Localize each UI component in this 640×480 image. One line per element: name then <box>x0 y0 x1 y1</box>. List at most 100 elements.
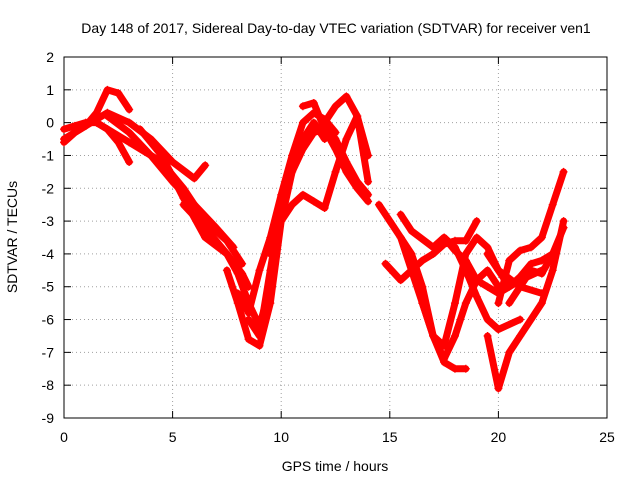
data-point <box>342 167 351 176</box>
x-tick-label: 25 <box>599 429 615 445</box>
data-point <box>548 249 557 258</box>
data-point <box>396 210 405 219</box>
data-point <box>483 282 492 291</box>
data-point <box>222 266 231 275</box>
data-point <box>233 269 242 278</box>
data-point <box>364 151 373 160</box>
data-point <box>559 223 568 232</box>
data-point <box>60 135 68 144</box>
data-point <box>136 125 145 134</box>
data-point <box>331 144 340 153</box>
data-point <box>440 341 449 350</box>
data-point <box>114 89 123 98</box>
y-tick-label: -5 <box>42 279 55 295</box>
data-point <box>526 243 535 252</box>
x-tick-label: 10 <box>273 429 289 445</box>
data-series <box>298 98 373 206</box>
y-tick-label: -4 <box>42 246 55 262</box>
data-point <box>157 151 166 160</box>
y-tick-label: 0 <box>46 115 54 131</box>
data-point <box>364 197 373 206</box>
data-point <box>505 256 514 265</box>
data-point <box>190 174 199 183</box>
data-point <box>559 167 568 176</box>
data-point <box>92 118 101 127</box>
data-point <box>450 299 459 308</box>
data-point <box>277 217 286 226</box>
data-point <box>222 249 231 258</box>
data-point <box>526 315 535 324</box>
data-point <box>266 249 275 258</box>
data-point <box>125 138 134 147</box>
data-point <box>298 144 307 153</box>
y-tick-label: 2 <box>46 49 54 65</box>
data-point <box>331 167 340 176</box>
data-point <box>238 259 247 268</box>
data-point <box>288 151 297 160</box>
y-tick-label: 1 <box>46 82 54 98</box>
data-series <box>244 125 373 340</box>
y-tick-label: -2 <box>42 180 55 196</box>
x-axis-label: GPS time / hours <box>282 458 389 474</box>
data-point <box>472 292 481 301</box>
data-point <box>461 236 470 245</box>
data-point <box>396 233 405 242</box>
data-point <box>353 112 362 121</box>
data-point <box>418 256 427 265</box>
data-point <box>81 121 90 130</box>
data-series <box>494 167 568 308</box>
data-point <box>396 276 405 285</box>
series-trace <box>418 234 546 350</box>
y-tick-label: -8 <box>42 377 55 393</box>
data-point <box>385 217 394 226</box>
data-point <box>331 102 340 111</box>
data-point <box>461 256 470 265</box>
data-point <box>309 128 318 137</box>
plot-frame <box>63 56 608 419</box>
data-point <box>125 158 134 167</box>
data-point <box>288 200 297 209</box>
data-point <box>494 325 503 334</box>
data-series <box>320 92 373 160</box>
data-point <box>505 348 514 357</box>
data-point <box>537 233 546 242</box>
chart-title: Day 148 of 2017, Sidereal Day-to-day VTE… <box>81 20 591 36</box>
data-point <box>483 315 492 324</box>
data-point <box>60 125 68 134</box>
series-trace <box>245 125 372 340</box>
data-point <box>440 233 449 242</box>
data-point <box>516 315 525 324</box>
y-tick-label: -7 <box>42 344 55 360</box>
data-point <box>244 308 253 317</box>
data-point <box>450 331 459 340</box>
data-point <box>309 98 318 107</box>
data-point <box>298 190 307 199</box>
y-tick-label: -6 <box>42 312 55 328</box>
data-point <box>483 331 492 340</box>
data-point <box>255 331 264 340</box>
data-point <box>494 299 503 308</box>
series-trace <box>484 217 568 392</box>
data-point <box>505 299 514 308</box>
y-tick-label: -3 <box>42 213 55 229</box>
data-point <box>450 246 459 255</box>
data-point <box>407 226 416 235</box>
data-point <box>526 266 535 275</box>
data-point <box>450 364 459 373</box>
data-point <box>342 92 351 101</box>
data-series <box>266 112 373 258</box>
data-point <box>233 289 242 298</box>
data-point <box>429 331 438 340</box>
data-point <box>298 118 307 127</box>
data-point <box>537 299 546 308</box>
data-point <box>537 256 546 265</box>
x-tick-label: 20 <box>491 429 507 445</box>
series-trace <box>505 224 568 307</box>
data-point <box>266 266 275 275</box>
y-axis-label: SDTVAR / TECUs <box>4 181 20 293</box>
data-point <box>472 217 481 226</box>
data-point <box>244 335 253 344</box>
data-point <box>472 233 481 242</box>
data-point <box>103 112 112 121</box>
data-series <box>505 223 568 308</box>
